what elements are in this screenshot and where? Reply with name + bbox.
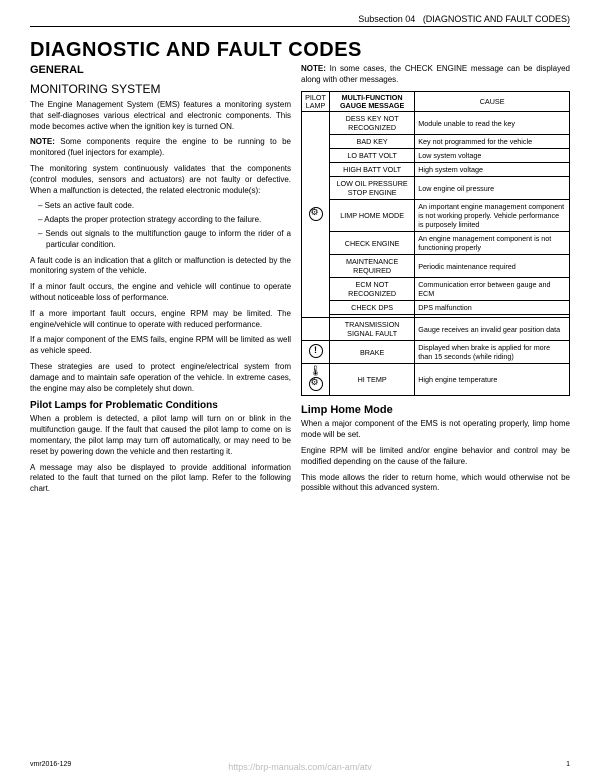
paragraph: When a major component of the EMS is not… [301,419,570,441]
paragraph: This mode allows the rider to return hom… [301,473,570,495]
paragraph: When a problem is detected, a pilot lamp… [30,414,291,457]
cause-cell: Low system voltage [415,149,570,163]
paragraph: These strategies are used to protect eng… [30,362,291,394]
msg-cell: HI TEMP [330,364,415,396]
paragraph: The Engine Management System (EMS) featu… [30,100,291,132]
heading-pilot-lamps: Pilot Lamps for Problematic Conditions [30,400,291,411]
pilot-icon-cell [302,318,330,341]
paragraph: The monitoring system continuously valid… [30,164,291,196]
paragraph: If a major component of the EMS fails, e… [30,335,291,357]
table-row: TRANSMISSION SIGNAL FAULT Gauge receives… [302,318,570,341]
cause-cell: Module unable to read the key [415,112,570,135]
msg-cell: CHECK DPS [330,301,415,315]
subsection-num: Subsection 04 [358,14,415,24]
msg-cell: TRANSMISSION SIGNAL FAULT [330,318,415,341]
paragraph: A fault code is an indication that a gli… [30,256,291,278]
engine-icon [309,377,323,391]
table-row: DESS KEY NOT RECOGNIZED Module unable to… [302,112,570,135]
table-row: LOW OIL PRESSURE STOP ENGINELow engine o… [302,177,570,200]
note-text: Some components require the engine to be… [30,137,291,157]
pilot-icon-cell [302,341,330,364]
pilot-icon-cell [302,112,330,318]
paragraph: Engine RPM will be limited and/or engine… [301,446,570,468]
table-row: 🌡 HI TEMP High engine temperature [302,364,570,396]
cause-cell: Communication error between gauge and EC… [415,278,570,301]
msg-cell: BRAKE [330,341,415,364]
header-subsection: Subsection 04 (DIAGNOSTIC AND FAULT CODE… [30,14,570,27]
temp-icon: 🌡 [309,366,322,377]
engine-icon [309,207,323,221]
section-title: (DIAGNOSTIC AND FAULT CODES) [423,14,570,24]
msg-cell: LOW OIL PRESSURE STOP ENGINE [330,177,415,200]
cause-cell: DPS malfunction [415,301,570,315]
msg-cell: MAINTENANCE REQUIRED [330,255,415,278]
msg-cell: LO BATT VOLT [330,149,415,163]
cause-cell: Gauge receives an invalid gear position … [415,318,570,341]
note-label: NOTE: [301,64,326,73]
th-message: MULTI-FUNCTION GAUGE MESSAGE [330,91,415,112]
pilot-icon-cell: 🌡 [302,364,330,396]
fault-codes-table: PILOT LAMP MULTI-FUNCTION GAUGE MESSAGE … [301,91,570,397]
list-item: Sets an active fault code. [38,201,291,212]
right-column: NOTE: In some cases, the CHECK ENGINE me… [301,64,570,500]
paragraph: If a more important fault occurs, engine… [30,309,291,331]
th-pilot: PILOT LAMP [302,91,330,112]
heading-general: GENERAL [30,64,291,76]
table-row: CHECK DPSDPS malfunction [302,301,570,315]
msg-cell: ECM NOT RECOGNIZED [330,278,415,301]
brake-icon [309,344,323,358]
paragraph: A message may also be displayed to provi… [30,463,291,495]
msg-cell: BAD KEY [330,135,415,149]
note-text: In some cases, the CHECK ENGINE message … [301,64,570,84]
note-label: NOTE: [30,137,55,146]
msg-cell: CHECK ENGINE [330,232,415,255]
cause-cell: Key not programmed for the vehicle [415,135,570,149]
table-row: LO BATT VOLTLow system voltage [302,149,570,163]
cause-cell: High system voltage [415,163,570,177]
cause-cell: An engine management component is not fu… [415,232,570,255]
table-row: CHECK ENGINEAn engine management compone… [302,232,570,255]
paragraph: If a minor fault occurs, the engine and … [30,282,291,304]
list-item: Sends out signals to the multifunction g… [38,229,291,251]
table-row: HIGH BATT VOLTHigh system voltage [302,163,570,177]
cause-cell: An important engine management component… [415,200,570,232]
note-paragraph: NOTE: Some components require the engine… [30,137,291,159]
table-row: BRAKE Displayed when brake is applied fo… [302,341,570,364]
cause-cell: High engine temperature [415,364,570,396]
heading-limp-home: Limp Home Mode [301,404,570,416]
note-paragraph: NOTE: In some cases, the CHECK ENGINE me… [301,64,570,86]
cause-cell: Low engine oil pressure [415,177,570,200]
list-item: Adapts the proper protection strategy ac… [38,215,291,226]
table-row: MAINTENANCE REQUIREDPeriodic maintenance… [302,255,570,278]
cause-cell: Displayed when brake is applied for more… [415,341,570,364]
page-title: DIAGNOSTIC AND FAULT CODES [30,39,570,62]
table-header-row: PILOT LAMP MULTI-FUNCTION GAUGE MESSAGE … [302,91,570,112]
table-row: BAD KEYKey not programmed for the vehicl… [302,135,570,149]
msg-cell: HIGH BATT VOLT [330,163,415,177]
cause-cell: Periodic maintenance required [415,255,570,278]
left-column: GENERAL MONITORING SYSTEM The Engine Man… [30,64,291,500]
msg-cell: DESS KEY NOT RECOGNIZED [330,112,415,135]
heading-monitoring: MONITORING SYSTEM [30,82,291,96]
table-row: LIMP HOME MODEAn important engine manage… [302,200,570,232]
msg-cell: LIMP HOME MODE [330,200,415,232]
bullet-list: Sets an active fault code. Adapts the pr… [30,201,291,250]
watermark: https://brp-manuals.com/can-am/atv [0,762,600,772]
table-row: ECM NOT RECOGNIZEDCommunication error be… [302,278,570,301]
th-cause: CAUSE [415,91,570,112]
